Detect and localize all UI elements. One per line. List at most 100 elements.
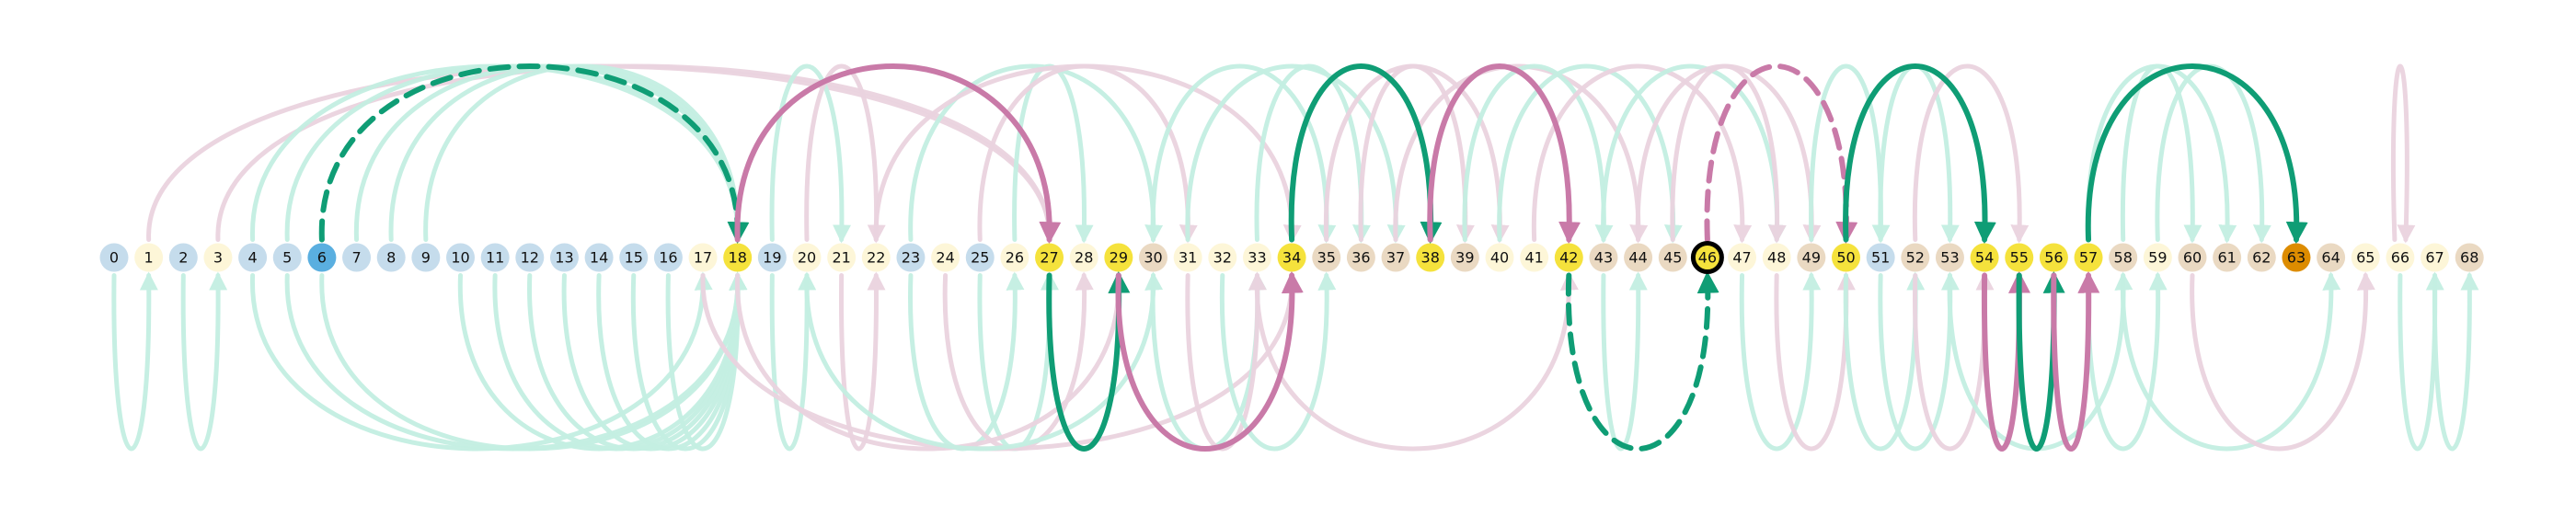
node-circle-12 bbox=[515, 243, 545, 272]
node-19: 19 bbox=[757, 243, 787, 272]
node-circle-10 bbox=[446, 243, 475, 272]
path-edge-6-18 bbox=[318, 63, 750, 245]
faint-edge-1-27 bbox=[146, 63, 1060, 244]
node-label-13: 13 bbox=[555, 249, 573, 267]
node-row: 0 1 2 3 4 5 6 7 8 9 10 11 12 13 14 15 16 17 18 19 20 21 22 23 24… bbox=[99, 241, 2484, 274]
faint-edge-23-30 bbox=[908, 63, 1164, 244]
node-circle-32 bbox=[1208, 243, 1237, 272]
node-28: 28 bbox=[1069, 243, 1098, 272]
node-circle-62 bbox=[2247, 243, 2276, 272]
path-edges bbox=[318, 63, 2308, 452]
node-circle-35 bbox=[1312, 243, 1341, 272]
node-circle-36 bbox=[1346, 243, 1375, 272]
node-37: 37 bbox=[1381, 243, 1410, 272]
node-label-1: 1 bbox=[144, 249, 154, 267]
node-56: 56 bbox=[2039, 243, 2068, 272]
node-label-6: 6 bbox=[317, 249, 327, 267]
node-label-19: 19 bbox=[763, 249, 781, 267]
node-1: 1 bbox=[134, 243, 164, 272]
faint-edge-22-34 bbox=[873, 63, 1302, 244]
node-circle-7 bbox=[342, 243, 372, 272]
node-circle-15 bbox=[619, 243, 649, 272]
node-24: 24 bbox=[931, 243, 960, 272]
node-50: 50 bbox=[1832, 243, 1860, 272]
node-59: 59 bbox=[2143, 243, 2172, 272]
node-circle-25 bbox=[965, 243, 995, 272]
faint-edge-33-36 bbox=[1254, 63, 1371, 244]
node-52: 52 bbox=[1901, 243, 1930, 272]
node-label-40: 40 bbox=[1490, 249, 1509, 267]
node-circle-17 bbox=[688, 243, 718, 272]
node-label-66: 66 bbox=[2391, 249, 2409, 267]
node-circle-64 bbox=[2317, 243, 2346, 272]
node-label-43: 43 bbox=[1594, 249, 1613, 267]
node-label-56: 56 bbox=[2044, 249, 2063, 267]
node-circle-66 bbox=[2386, 243, 2415, 272]
faint-edge-9-18 bbox=[423, 63, 748, 244]
faint-edge-33-42 bbox=[1254, 271, 1579, 452]
node-circle-16 bbox=[653, 243, 683, 272]
node-12: 12 bbox=[515, 243, 545, 272]
node-68: 68 bbox=[2455, 243, 2484, 272]
node-26: 26 bbox=[1000, 243, 1029, 272]
node-circle-46 bbox=[1690, 241, 1724, 274]
node-label-37: 37 bbox=[1386, 249, 1405, 267]
node-11: 11 bbox=[480, 243, 510, 272]
faint-edge-30-35 bbox=[1150, 63, 1337, 244]
node-64: 64 bbox=[2317, 243, 2346, 272]
node-27: 27 bbox=[1035, 243, 1064, 272]
node-label-24: 24 bbox=[936, 249, 954, 267]
node-circle-52 bbox=[1901, 243, 1930, 272]
node-circle-13 bbox=[549, 243, 579, 272]
faint-edge-3-27 bbox=[215, 63, 1060, 244]
node-label-65: 65 bbox=[2356, 249, 2375, 267]
node-circle-8 bbox=[376, 243, 406, 272]
node-label-31: 31 bbox=[1179, 249, 1197, 267]
node-circle-0 bbox=[99, 243, 129, 272]
node-label-3: 3 bbox=[213, 249, 223, 267]
faint-edge-53-58 bbox=[1947, 271, 2133, 452]
node-32: 32 bbox=[1208, 243, 1237, 272]
faint-edge-37-44 bbox=[1393, 63, 1649, 244]
node-label-29: 29 bbox=[1110, 249, 1128, 267]
node-53: 53 bbox=[1935, 243, 1964, 272]
node-label-67: 67 bbox=[2425, 249, 2444, 267]
node-circle-23 bbox=[896, 243, 926, 272]
faint-edge-47-49 bbox=[1739, 271, 1822, 452]
node-46: 46 bbox=[1690, 241, 1724, 274]
node-circle-57 bbox=[2074, 243, 2103, 272]
faint-edge-58-60 bbox=[2120, 63, 2202, 244]
node-33: 33 bbox=[1242, 243, 1271, 272]
node-55: 55 bbox=[2005, 243, 2034, 272]
node-circle-21 bbox=[827, 243, 857, 272]
node-label-64: 64 bbox=[2321, 249, 2340, 267]
faint-edge-58-64 bbox=[2121, 271, 2341, 452]
node-45: 45 bbox=[1658, 243, 1687, 272]
background-edges bbox=[111, 63, 2479, 452]
node-label-9: 9 bbox=[421, 249, 431, 267]
path-edge-56-57 bbox=[2051, 270, 2100, 452]
node-16: 16 bbox=[653, 243, 683, 272]
node-13: 13 bbox=[549, 243, 579, 272]
node-circle-43 bbox=[1589, 243, 1618, 272]
faint-edge-16-18 bbox=[665, 271, 748, 452]
node-label-4: 4 bbox=[248, 249, 258, 267]
node-circle-3 bbox=[203, 243, 233, 272]
node-label-44: 44 bbox=[1628, 249, 1647, 267]
node-circle-65 bbox=[2351, 243, 2380, 272]
faint-edge-60-65 bbox=[2190, 271, 2375, 452]
node-label-34: 34 bbox=[1282, 249, 1301, 267]
node-47: 47 bbox=[1728, 243, 1757, 272]
node-label-58: 58 bbox=[2114, 249, 2133, 267]
node-label-20: 20 bbox=[798, 249, 816, 267]
node-label-54: 54 bbox=[1975, 249, 1994, 267]
node-label-18: 18 bbox=[729, 249, 747, 267]
node-circle-24 bbox=[931, 243, 960, 272]
node-circle-4 bbox=[238, 243, 268, 272]
node-label-17: 17 bbox=[694, 249, 712, 267]
node-67: 67 bbox=[2421, 243, 2450, 272]
node-58: 58 bbox=[2109, 243, 2138, 272]
node-circle-27 bbox=[1035, 243, 1064, 272]
node-8: 8 bbox=[376, 243, 406, 272]
